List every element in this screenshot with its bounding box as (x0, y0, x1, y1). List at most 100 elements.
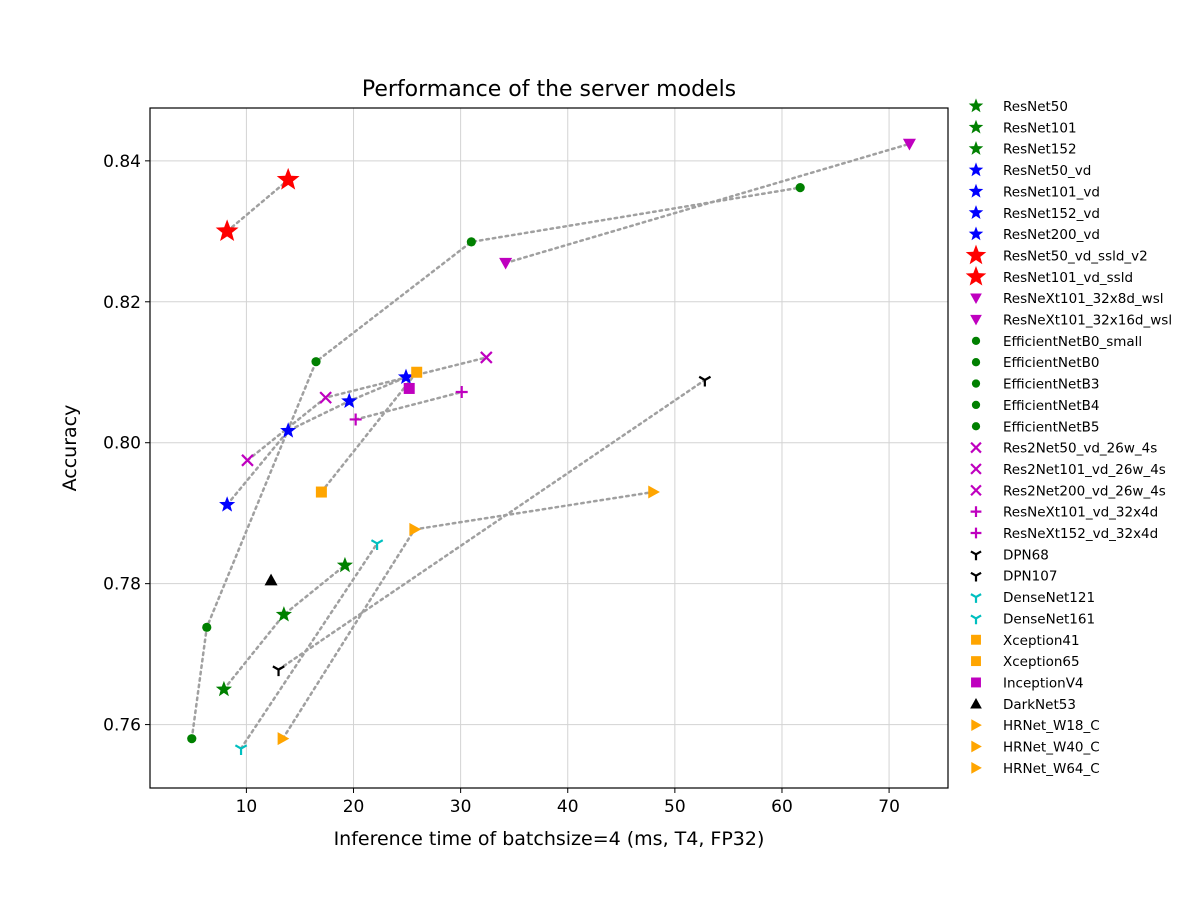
data-point (349, 413, 362, 426)
data-markers (187, 138, 916, 756)
data-point (341, 392, 358, 409)
legend-marker (970, 593, 982, 603)
axis-ticks: 10 20 30 40 50 60 70 0.76 0.78 0.80 0.82 0.84 (103, 152, 900, 817)
legend-label: ResNet101 (1003, 120, 1077, 136)
legend-label: ResNet101_vd_ssld (1003, 270, 1133, 286)
y-tick-label: 0.84 (103, 152, 141, 172)
data-point (411, 366, 423, 378)
data-point (311, 357, 321, 367)
data-point (370, 539, 384, 550)
legend-label: EfficientNetB4 (1003, 398, 1099, 414)
x-tick-label: 50 (664, 797, 686, 817)
y-tick-label: 0.78 (103, 575, 141, 595)
legend-label: ResNet152_vd (1003, 206, 1100, 222)
legend-marker (971, 762, 982, 774)
x-tick-label: 40 (557, 797, 579, 817)
data-point (698, 375, 712, 387)
y-tick-label: 0.76 (103, 716, 141, 736)
connector-line (320, 370, 418, 494)
legend-label: EfficientNetB3 (1003, 377, 1099, 393)
data-point (795, 183, 805, 193)
connector-line (354, 390, 463, 421)
x-tick-label: 60 (771, 797, 793, 817)
x-axis-label: Inference time of batchsize=4 (ms, T4, F… (334, 828, 765, 850)
legend-label: DarkNet53 (1003, 697, 1076, 713)
legend-marker (968, 226, 984, 241)
data-point (264, 573, 278, 586)
legend-label: Xception65 (1003, 654, 1080, 670)
legend-label: DenseNet121 (1003, 590, 1095, 606)
legend-marker (968, 183, 984, 198)
legend-marker (970, 697, 982, 709)
legend-label: HRNet_W64_C (1003, 761, 1100, 777)
legend-label: DPN68 (1003, 547, 1049, 563)
legend-marker (970, 571, 982, 582)
legend-marker (971, 358, 981, 367)
legend-label: DenseNet161 (1003, 611, 1095, 627)
legend-label: DPN107 (1003, 569, 1057, 585)
data-point (648, 485, 660, 499)
legend-label: InceptionV4 (1003, 675, 1084, 691)
legend-label: ResNet50_vd_ssld_v2 (1003, 248, 1148, 264)
data-point (272, 665, 285, 677)
data-point (480, 351, 493, 364)
data-point (902, 138, 916, 151)
legend-marker (970, 550, 982, 561)
legend-label: EfficientNetB0_small (1003, 334, 1142, 350)
legend-label: HRNet_W18_C (1003, 718, 1100, 734)
legend-label: ResNeXt101_vd_32x4d (1003, 505, 1158, 521)
x-tick-label: 20 (343, 797, 365, 817)
legend-marker (970, 293, 982, 304)
data-point (276, 167, 300, 190)
data-point (275, 606, 292, 622)
legend-label: EfficientNetB0 (1003, 355, 1099, 371)
x-tick-label: 30 (450, 797, 472, 817)
legend-label: EfficientNetB5 (1003, 419, 1099, 435)
legend-marker (971, 740, 982, 753)
data-point (215, 680, 232, 697)
legend-marker (970, 614, 982, 625)
x-tick-label: 10 (236, 797, 258, 817)
legend-label: Xception41 (1003, 633, 1080, 649)
data-point (336, 556, 354, 573)
data-point (219, 496, 236, 512)
data-point (403, 382, 415, 394)
data-point (397, 368, 415, 385)
legend-marker (971, 422, 981, 431)
connector-line (239, 542, 379, 750)
legend-marker (971, 634, 981, 645)
legend-marker (971, 656, 981, 667)
legend-label: Res2Net101_vd_26w_4s (1003, 462, 1166, 478)
legend-label: ResNet50_vd (1003, 163, 1091, 179)
data-point (215, 219, 239, 242)
data-point (466, 237, 476, 247)
data-point (277, 732, 290, 746)
data-point (409, 522, 422, 536)
y-tick-label: 0.80 (103, 434, 141, 454)
legend-marker (970, 506, 982, 518)
legend-label: ResNet101_vd (1003, 184, 1100, 200)
connector-line (277, 378, 707, 671)
data-point (315, 486, 327, 498)
legend-label: ResNet200_vd (1003, 227, 1100, 243)
legend-marker (970, 463, 982, 475)
legend-marker (971, 336, 981, 345)
x-tick-label: 70 (878, 797, 900, 817)
y-axis-label: Accuracy (59, 405, 81, 492)
legend-marker (971, 719, 982, 731)
data-point (241, 454, 254, 467)
legend-label: ResNet50 (1003, 99, 1068, 115)
legend-marker (965, 266, 987, 286)
data-point (280, 422, 297, 438)
legend-marker (971, 677, 981, 688)
grid-lines (150, 108, 948, 788)
legend-label: ResNeXt101_32x16d_wsl (1003, 313, 1172, 329)
plot-frame (149, 107, 949, 789)
data-point (202, 622, 212, 632)
legend-marker (965, 244, 987, 265)
connector-line (225, 178, 290, 233)
legend-label: Res2Net200_vd_26w_4s (1003, 483, 1166, 499)
legend: ResNet50 ResNet101 ResNet152 ResNet50_vd Res… (965, 98, 1172, 777)
legend-marker (968, 98, 984, 113)
legend-marker (968, 162, 984, 177)
